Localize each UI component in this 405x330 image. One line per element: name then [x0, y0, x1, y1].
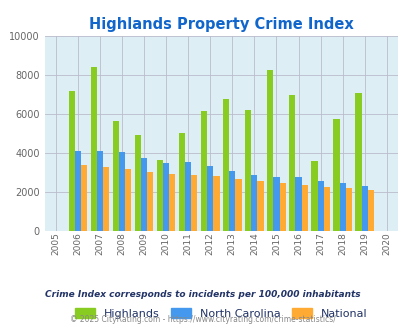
Bar — [333, 119, 339, 231]
Bar — [134, 135, 141, 231]
Bar — [295, 178, 301, 231]
Bar — [273, 178, 279, 231]
Bar — [266, 70, 273, 231]
Bar — [323, 186, 329, 231]
Bar — [119, 152, 125, 231]
Bar — [235, 179, 241, 231]
Bar — [229, 171, 235, 231]
Bar — [125, 169, 131, 231]
Bar — [301, 185, 307, 231]
Bar — [103, 167, 109, 231]
Bar — [311, 160, 317, 231]
Legend: Highlands, North Carolina, National: Highlands, North Carolina, National — [72, 305, 370, 322]
Bar — [245, 110, 251, 231]
Bar — [361, 186, 367, 231]
Bar — [169, 174, 175, 231]
Bar — [185, 162, 191, 231]
Bar — [147, 172, 153, 231]
Bar — [81, 165, 87, 231]
Bar — [162, 163, 169, 231]
Title: Highlands Property Crime Index: Highlands Property Crime Index — [89, 17, 353, 32]
Bar — [68, 91, 75, 231]
Bar — [345, 188, 351, 231]
Text: © 2025 CityRating.com - https://www.cityrating.com/crime-statistics/: © 2025 CityRating.com - https://www.city… — [70, 315, 335, 324]
Bar — [279, 183, 285, 231]
Bar — [90, 67, 96, 231]
Bar — [191, 175, 197, 231]
Bar — [156, 160, 162, 231]
Bar — [339, 183, 345, 231]
Bar — [213, 176, 219, 231]
Bar — [257, 181, 263, 231]
Bar — [317, 182, 323, 231]
Bar — [96, 151, 103, 231]
Bar — [112, 121, 119, 231]
Bar — [200, 111, 207, 231]
Text: Crime Index corresponds to incidents per 100,000 inhabitants: Crime Index corresponds to incidents per… — [45, 290, 360, 299]
Bar — [251, 175, 257, 231]
Bar — [207, 166, 213, 231]
Bar — [222, 99, 229, 231]
Bar — [288, 95, 295, 231]
Bar — [141, 158, 147, 231]
Bar — [367, 190, 373, 231]
Bar — [75, 151, 81, 231]
Bar — [179, 133, 185, 231]
Bar — [355, 93, 361, 231]
